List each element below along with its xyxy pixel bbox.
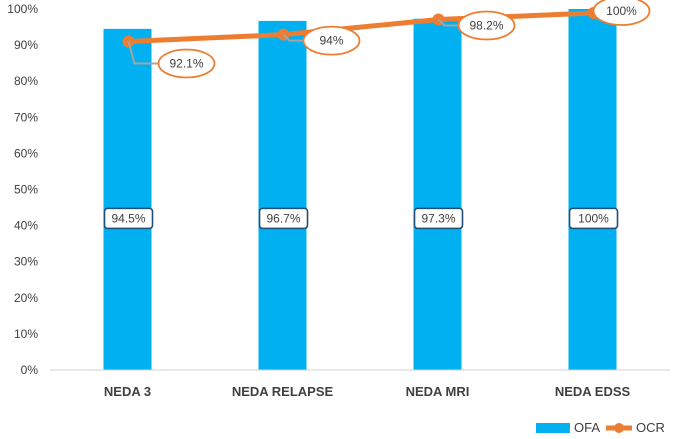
ocr-data-label: 100%: [592, 0, 651, 26]
ofa-data-label-text: 97.3%: [421, 211, 455, 225]
ocr-data-labels: 92.1% 94% 98.2% 100%: [127, 0, 651, 79]
ocr-data-label: 92.1%: [127, 41, 216, 79]
ofa-bar: [103, 28, 152, 370]
ofa-data-label-box: [568, 207, 619, 230]
ocr-data-label-leader: [127, 41, 161, 65]
ofa-data-label-box: [103, 207, 154, 230]
ofa-data-label: 96.7%: [258, 207, 309, 230]
x-category-label: NEDA RELAPSE: [232, 384, 334, 399]
y-axis: 0% 10% 20% 30% 40% 50% 60% 70% 80% 90% 100%: [7, 2, 38, 377]
ofa-data-label-box: [413, 207, 464, 230]
y-tick-label: 90%: [14, 38, 38, 52]
y-tick-label: 70%: [14, 110, 38, 124]
legend: OFA OCR: [536, 420, 665, 435]
y-tick-label: 100%: [7, 2, 38, 16]
ofa-bar: [258, 20, 307, 371]
ofa-data-label-text: 96.7%: [266, 211, 300, 225]
legend-ofa-swatch: [536, 423, 570, 433]
ofa-data-label: 97.3%: [413, 207, 464, 230]
ocr-data-label-bubble: [157, 48, 216, 79]
ofa-bar: [568, 9, 617, 370]
ocr-data-label-text: 98.2%: [469, 18, 503, 32]
ocr-data-label: 98.2%: [437, 10, 516, 41]
ofa-data-label: 100%: [568, 207, 619, 230]
y-tick-label: 20%: [14, 291, 38, 305]
y-tick-label: 30%: [14, 255, 38, 269]
ofa-data-label-text: 100%: [578, 211, 609, 225]
x-category-label: NEDA MRI: [406, 384, 470, 399]
ofa-data-label-text: 94.5%: [111, 211, 145, 225]
x-axis: NEDA 3 NEDA RELAPSE NEDA MRI NEDA EDSS: [104, 384, 631, 399]
y-tick-label: 40%: [14, 219, 38, 233]
ocr-data-label-text: 92.1%: [169, 57, 203, 71]
ocr-data-label-bubble: [457, 10, 516, 41]
y-tick-label: 80%: [14, 74, 38, 88]
ocr-data-label: 94%: [282, 25, 361, 56]
ocr-data-label-text: 100%: [606, 4, 637, 18]
ocr-data-label-bubble: [592, 0, 651, 26]
ocr-series-line: [128, 10, 594, 45]
ocr-data-label-leader: [282, 33, 306, 42]
ocr-line-layer: [122, 7, 600, 48]
legend-ocr-marker: [614, 423, 624, 433]
y-tick-label: 0%: [21, 363, 39, 377]
x-category-label: NEDA EDSS: [555, 384, 631, 399]
legend-ofa-label: OFA: [574, 420, 600, 435]
y-tick-label: 10%: [14, 327, 38, 341]
y-tick-label: 50%: [14, 183, 38, 197]
ocr-data-label-leader: [437, 18, 461, 27]
legend-ocr-label: OCR: [636, 420, 665, 435]
ofa-data-label-box: [258, 207, 309, 230]
ofa-data-labels: 94.5% 96.7% 97.3% 100%: [103, 207, 619, 230]
ocr-data-label-bubble: [302, 25, 361, 56]
ocr-data-label-text: 94%: [319, 34, 343, 48]
ofa-bars: [103, 9, 617, 371]
y-tick-label: 60%: [14, 146, 38, 160]
ofa-data-label: 94.5%: [103, 207, 154, 230]
ofa-bar: [413, 18, 462, 370]
x-category-label: NEDA 3: [104, 384, 151, 399]
